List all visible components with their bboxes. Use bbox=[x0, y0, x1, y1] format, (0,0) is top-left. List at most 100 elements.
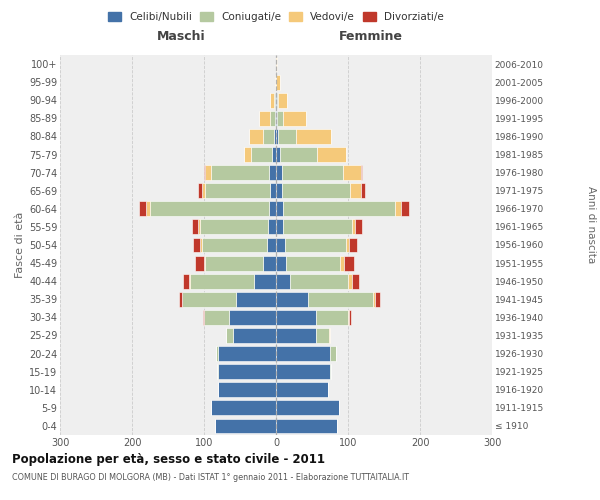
Bar bbox=[263, 256, 276, 270]
Bar bbox=[276, 93, 277, 108]
Bar bbox=[269, 111, 275, 126]
Bar bbox=[205, 184, 270, 198]
Bar bbox=[269, 202, 276, 216]
Bar bbox=[276, 184, 282, 198]
Bar bbox=[277, 93, 278, 108]
Bar bbox=[276, 220, 283, 234]
Bar bbox=[277, 111, 283, 126]
Y-axis label: Fasce di età: Fasce di età bbox=[14, 212, 25, 278]
Bar bbox=[286, 256, 340, 270]
Bar bbox=[205, 165, 211, 180]
Bar bbox=[275, 93, 276, 108]
Bar bbox=[183, 274, 189, 288]
Bar bbox=[284, 238, 346, 252]
Bar bbox=[205, 256, 263, 270]
Bar bbox=[346, 238, 349, 252]
Bar bbox=[244, 147, 251, 162]
Bar bbox=[204, 256, 205, 270]
Bar bbox=[282, 165, 343, 180]
Bar bbox=[204, 310, 229, 325]
Bar bbox=[308, 292, 373, 306]
Bar bbox=[150, 202, 269, 216]
Bar bbox=[283, 202, 395, 216]
Bar bbox=[270, 93, 274, 108]
Bar bbox=[340, 256, 344, 270]
Bar bbox=[218, 382, 276, 397]
Bar bbox=[283, 111, 306, 126]
Bar bbox=[290, 274, 348, 288]
Bar bbox=[276, 165, 282, 180]
Bar bbox=[263, 129, 274, 144]
Bar bbox=[274, 93, 275, 108]
Bar bbox=[259, 111, 269, 126]
Bar bbox=[272, 147, 276, 162]
Bar bbox=[276, 382, 328, 397]
Bar bbox=[229, 310, 276, 325]
Bar bbox=[217, 364, 218, 379]
Bar bbox=[189, 274, 190, 288]
Bar bbox=[215, 418, 276, 434]
Bar bbox=[278, 129, 296, 144]
Bar bbox=[344, 256, 354, 270]
Bar bbox=[211, 165, 269, 180]
Bar bbox=[395, 202, 401, 216]
Bar bbox=[276, 202, 283, 216]
Bar bbox=[202, 238, 266, 252]
Bar bbox=[216, 346, 218, 361]
Bar bbox=[254, 274, 276, 288]
Bar bbox=[276, 147, 280, 162]
Bar bbox=[343, 165, 361, 180]
Bar bbox=[197, 220, 200, 234]
Bar bbox=[198, 184, 202, 198]
Bar bbox=[211, 400, 276, 415]
Bar bbox=[348, 310, 349, 325]
Text: Anni di nascita: Anni di nascita bbox=[586, 186, 596, 264]
Bar bbox=[361, 184, 365, 198]
Bar bbox=[348, 274, 352, 288]
Bar bbox=[269, 165, 276, 180]
Bar bbox=[282, 184, 350, 198]
Bar bbox=[276, 238, 284, 252]
Bar bbox=[196, 256, 204, 270]
Bar bbox=[374, 292, 380, 306]
Bar bbox=[276, 274, 290, 288]
Bar bbox=[349, 238, 356, 252]
Bar bbox=[202, 184, 205, 198]
Bar bbox=[192, 220, 197, 234]
Bar bbox=[190, 274, 254, 288]
Bar bbox=[182, 292, 236, 306]
Bar bbox=[236, 292, 276, 306]
Bar bbox=[276, 56, 277, 72]
Bar bbox=[226, 328, 233, 343]
Bar bbox=[200, 238, 202, 252]
Bar bbox=[276, 400, 340, 415]
Bar bbox=[233, 328, 276, 343]
Bar bbox=[352, 220, 355, 234]
Bar bbox=[218, 364, 276, 379]
Bar bbox=[316, 328, 329, 343]
Bar bbox=[276, 256, 286, 270]
Bar bbox=[401, 202, 409, 216]
Bar bbox=[276, 346, 330, 361]
Bar bbox=[276, 310, 316, 325]
Bar bbox=[276, 418, 337, 434]
Bar bbox=[193, 238, 200, 252]
Bar bbox=[361, 165, 362, 180]
Bar bbox=[276, 328, 316, 343]
Bar bbox=[355, 220, 362, 234]
Bar bbox=[276, 364, 330, 379]
Bar bbox=[248, 129, 263, 144]
Bar bbox=[330, 346, 336, 361]
Bar bbox=[204, 165, 205, 180]
Bar bbox=[179, 292, 182, 306]
Bar bbox=[330, 364, 331, 379]
Bar bbox=[139, 202, 146, 216]
Bar bbox=[276, 111, 277, 126]
Bar bbox=[349, 310, 351, 325]
Bar bbox=[329, 328, 330, 343]
Bar bbox=[203, 310, 204, 325]
Bar bbox=[146, 202, 150, 216]
Bar bbox=[278, 93, 287, 108]
Bar bbox=[218, 346, 276, 361]
Bar bbox=[200, 220, 268, 234]
